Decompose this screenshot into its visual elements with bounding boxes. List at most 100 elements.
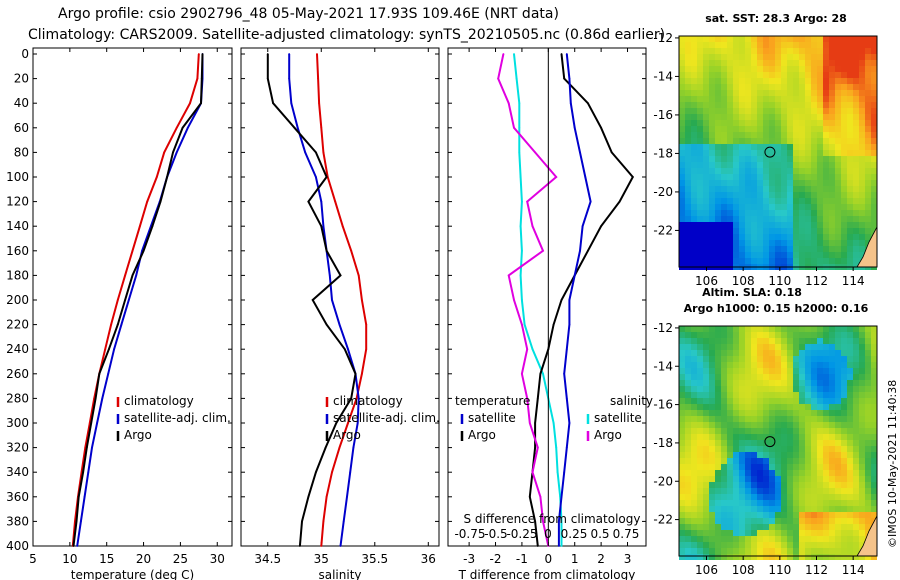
map-cell	[685, 380, 691, 386]
map-cell	[817, 482, 823, 488]
map-cell	[691, 48, 697, 54]
map-cell	[727, 326, 733, 332]
map-cell	[841, 180, 847, 186]
map-cell	[805, 476, 811, 482]
map-cell	[709, 398, 715, 404]
map-x-tick-label: 112	[805, 274, 828, 288]
map-cell	[739, 216, 745, 222]
data-point-salinity-2	[266, 53, 269, 55]
map-cell	[757, 78, 763, 84]
map-cell	[769, 380, 775, 386]
map-cell	[763, 494, 769, 500]
map-cell	[841, 168, 847, 174]
map-cell	[787, 530, 793, 536]
map-cell	[865, 500, 871, 506]
map-cell	[745, 410, 751, 416]
map-cell	[853, 150, 859, 156]
map-cell	[709, 326, 715, 332]
map-cell	[715, 326, 721, 332]
map-cell	[799, 362, 805, 368]
map-cell	[745, 90, 751, 96]
map-cell	[793, 168, 799, 174]
map-cell	[823, 246, 829, 252]
map-cell	[841, 434, 847, 440]
map-cell	[829, 488, 835, 494]
data-point-salinity-2	[301, 520, 303, 523]
map-cell	[721, 240, 727, 246]
map-cell	[829, 392, 835, 398]
y-tick-label: 380	[6, 514, 29, 528]
map-cell	[703, 368, 709, 374]
map-cell	[823, 138, 829, 144]
map-cell	[829, 386, 835, 392]
map-cell	[799, 494, 805, 500]
map-cell	[739, 120, 745, 126]
map-cell	[841, 198, 847, 204]
map-cell	[859, 180, 865, 186]
map-cell	[781, 234, 787, 240]
map-cell	[805, 464, 811, 470]
map-cell	[841, 60, 847, 66]
map-cell	[739, 114, 745, 120]
map-cell	[871, 222, 877, 228]
map-cell	[811, 234, 817, 240]
map-cell	[739, 548, 745, 554]
map-cell	[763, 204, 769, 210]
map-cell	[775, 258, 781, 264]
map-cell	[805, 326, 811, 332]
map-cell	[769, 494, 775, 500]
map-cell	[781, 168, 787, 174]
map-cell	[733, 476, 739, 482]
x-tick-label: 10	[62, 552, 77, 566]
map-cell	[829, 428, 835, 434]
map-cell	[805, 228, 811, 234]
map-cell	[697, 120, 703, 126]
map-cell	[835, 500, 841, 506]
map-cell	[715, 458, 721, 464]
map-cell	[799, 102, 805, 108]
map-cell	[715, 84, 721, 90]
map-cell	[763, 392, 769, 398]
map-cell	[679, 84, 685, 90]
map-cell	[769, 428, 775, 434]
map-cell	[721, 90, 727, 96]
map-cell	[847, 78, 853, 84]
map-cell	[835, 476, 841, 482]
map-cell	[835, 536, 841, 542]
map-cell	[733, 332, 739, 338]
map-cell	[853, 440, 859, 446]
map-cell	[739, 332, 745, 338]
map-cell	[829, 512, 835, 518]
map-cell	[745, 246, 751, 252]
map-cell	[721, 482, 727, 488]
map-cell	[733, 138, 739, 144]
map-cell	[733, 54, 739, 60]
map-cell	[871, 374, 877, 380]
map-cell	[727, 512, 733, 518]
map-cell	[835, 78, 841, 84]
map-cell	[709, 500, 715, 506]
map-cell	[751, 362, 757, 368]
map-cell	[769, 54, 775, 60]
map-cell	[841, 90, 847, 96]
data-point-temperature-0	[116, 299, 119, 301]
map-cell	[739, 204, 745, 210]
map-cell	[805, 60, 811, 66]
map-cell	[691, 548, 697, 554]
map-cell	[685, 234, 691, 240]
map-cell	[757, 144, 763, 150]
data-point-salinity-1	[357, 397, 360, 400]
map-cell	[685, 464, 691, 470]
map-cell	[823, 548, 829, 554]
map-cell	[685, 198, 691, 204]
map-cell	[829, 326, 835, 332]
map-cell	[829, 78, 835, 84]
map-cell	[715, 398, 721, 404]
map-cell	[775, 222, 781, 228]
map-cell	[727, 102, 733, 108]
map-cell	[757, 180, 763, 186]
map-cell	[721, 458, 727, 464]
map-cell	[739, 536, 745, 542]
map-cell	[721, 48, 727, 54]
map-cell	[787, 464, 793, 470]
